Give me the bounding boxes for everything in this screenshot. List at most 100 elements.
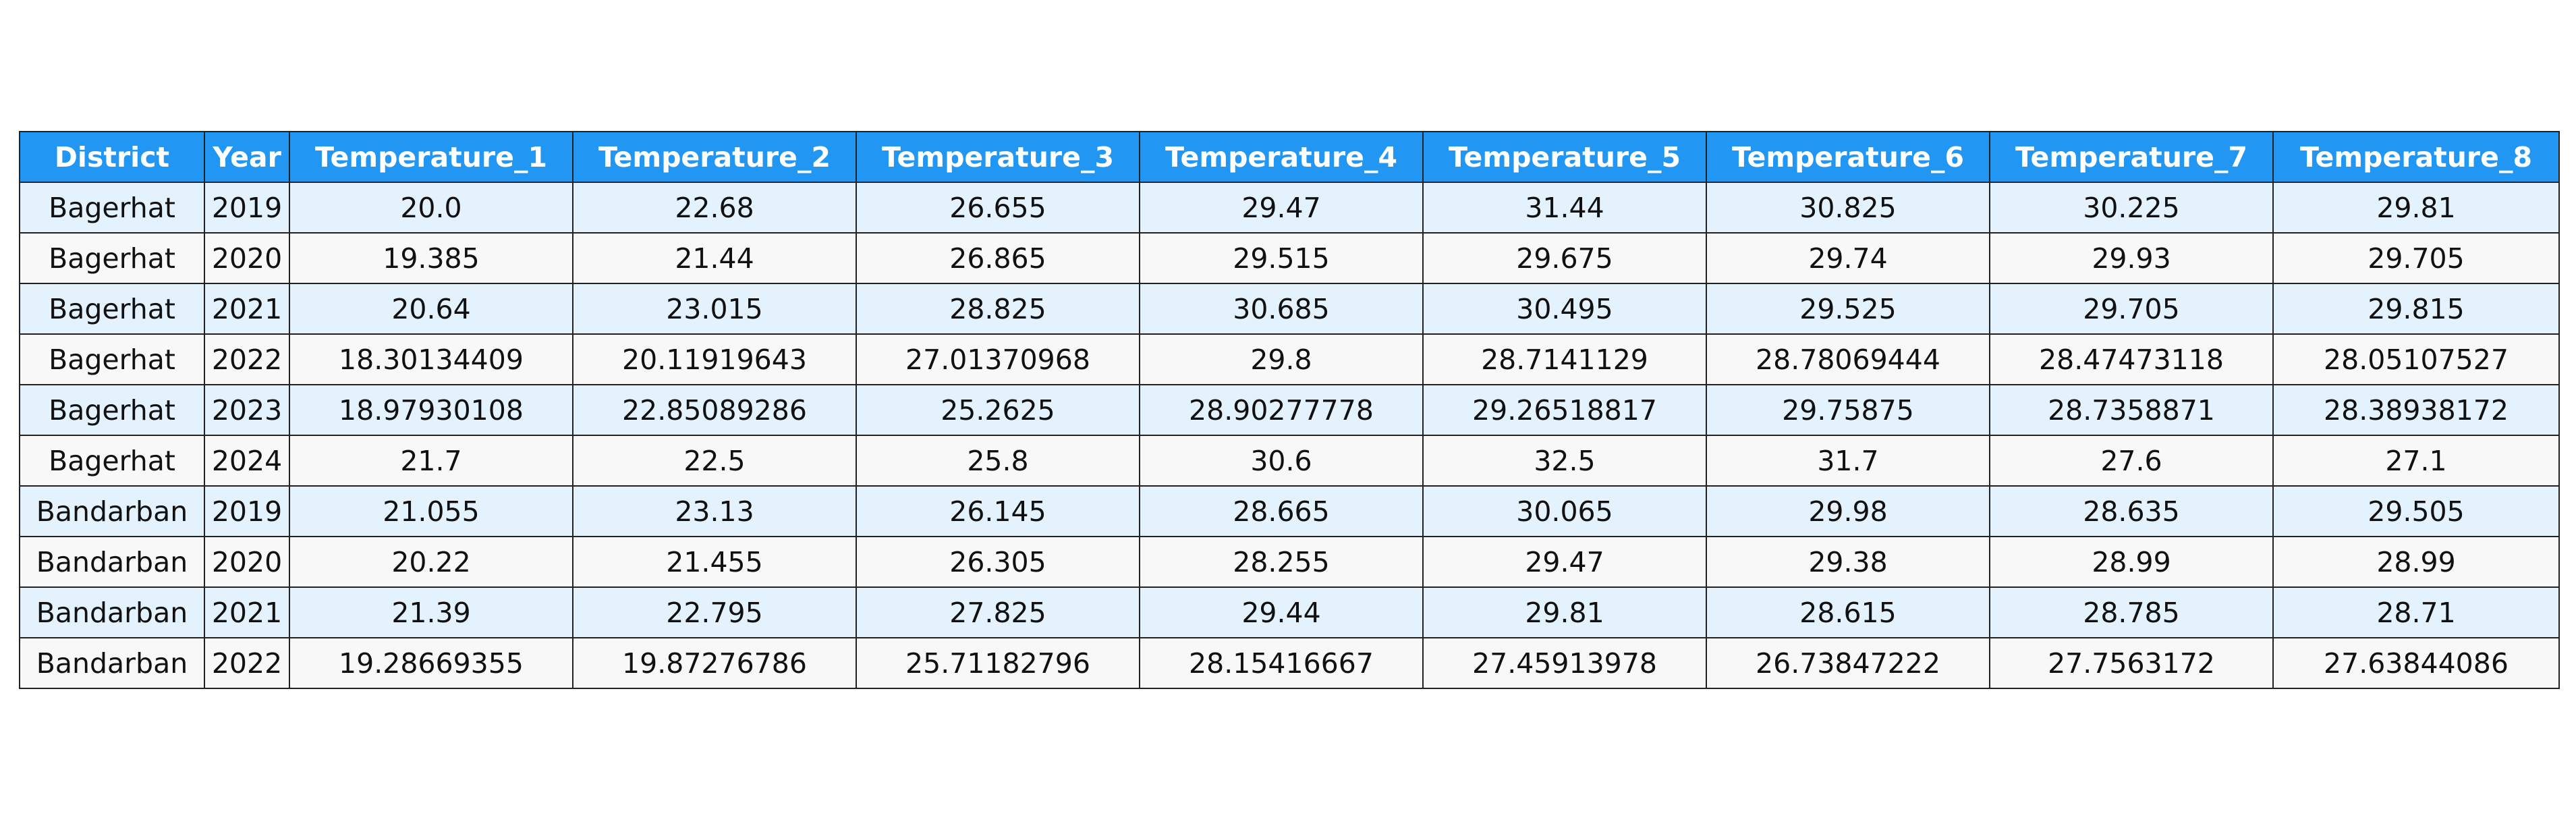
table-cell: 19.87276786 [572, 637, 857, 689]
table-cell: 28.47473118 [1989, 333, 2274, 385]
table-cell: 19.28669355 [289, 637, 573, 689]
table-row: Bandarban 2022 19.28669355 19.87276786 25.71… [19, 637, 2560, 689]
table-cell: Bandarban [19, 536, 205, 588]
table-cell: 22.68 [572, 182, 857, 234]
table-cell: 29.47 [1139, 182, 1424, 234]
table-cell: 21.055 [289, 485, 573, 537]
table-cell: 2024 [204, 435, 290, 487]
header-row: District Year Temperature_1 Temperature_2 Te… [19, 131, 2560, 183]
column-header: District [19, 131, 205, 183]
table-row: Bandarban 2020 20.22 21.455 26.305 28.255 29.4… [19, 536, 2560, 588]
table-cell: 26.145 [856, 485, 1140, 537]
table-cell: 30.225 [1989, 182, 2274, 234]
table-cell: 30.065 [1422, 485, 1707, 537]
table-cell: 2022 [204, 333, 290, 385]
table-cell: Bandarban [19, 485, 205, 537]
table-cell: 2019 [204, 182, 290, 234]
table-cell: 28.825 [856, 283, 1140, 335]
table-cell: 23.015 [572, 283, 857, 335]
table-cell: 20.22 [289, 536, 573, 588]
table-cell: 2020 [204, 536, 290, 588]
table-cell: Bagerhat [19, 384, 205, 436]
table-cell: 21.44 [572, 232, 857, 284]
table-cell: 29.47 [1422, 536, 1707, 588]
table-cell: 25.2625 [856, 384, 1140, 436]
table-cell: 29.93 [1989, 232, 2274, 284]
table-row: Bagerhat 2019 20.0 22.68 26.655 29.47 31.44 30.… [19, 182, 2560, 234]
table-cell: 2020 [204, 232, 290, 284]
table-cell: 29.98 [1706, 485, 1990, 537]
table-cell: 18.30134409 [289, 333, 573, 385]
table-cell: 27.45913978 [1422, 637, 1707, 689]
table-cell: 30.685 [1139, 283, 1424, 335]
table-row: Bagerhat 2024 21.7 22.5 25.8 30.6 32.5 31.7 27.6… [19, 435, 2560, 487]
table-cell: 2021 [204, 586, 290, 638]
table-cell: 20.11919643 [572, 333, 857, 385]
table-cell: 28.99 [2272, 536, 2560, 588]
table-cell: 29.505 [2272, 485, 2560, 537]
table-cell: 28.99 [1989, 536, 2274, 588]
table-cell: 28.615 [1706, 586, 1990, 638]
table-cell: 23.13 [572, 485, 857, 537]
table-cell: 22.85089286 [572, 384, 857, 436]
table-cell: 31.44 [1422, 182, 1707, 234]
table-cell: 27.63844086 [2272, 637, 2560, 689]
table-cell: Bagerhat [19, 232, 205, 284]
table-cell: 27.6 [1989, 435, 2274, 487]
table-cell: 28.05107527 [2272, 333, 2560, 385]
table-cell: 30.825 [1706, 182, 1990, 234]
table-cell: 28.665 [1139, 485, 1424, 537]
table-cell: 29.705 [2272, 232, 2560, 284]
table-cell: 20.0 [289, 182, 573, 234]
table-cell: 29.81 [2272, 182, 2560, 234]
table-cell: 28.785 [1989, 586, 2274, 638]
table-cell: 21.7 [289, 435, 573, 487]
table-cell: Bandarban [19, 637, 205, 689]
column-header: Temperature_6 [1706, 131, 1990, 183]
table-cell: 31.7 [1706, 435, 1990, 487]
table-cell: 29.75875 [1706, 384, 1990, 436]
column-header: Year [204, 131, 290, 183]
table-cell: Bagerhat [19, 283, 205, 335]
table-cell: 28.7358871 [1989, 384, 2274, 436]
table-cell: 28.635 [1989, 485, 2274, 537]
table-cell: 25.8 [856, 435, 1140, 487]
table-cell: 29.525 [1706, 283, 1990, 335]
table-cell: 28.255 [1139, 536, 1424, 588]
table-header: District Year Temperature_1 Temperature_2 Te… [19, 131, 2560, 183]
data-table-container: District Year Temperature_1 Temperature_2 Te… [19, 131, 2560, 689]
table-cell: 29.26518817 [1422, 384, 1707, 436]
table-cell: 29.705 [1989, 283, 2274, 335]
column-header: Temperature_2 [572, 131, 857, 183]
column-header: Temperature_1 [289, 131, 573, 183]
table-cell: 22.795 [572, 586, 857, 638]
table-cell: Bagerhat [19, 333, 205, 385]
table-cell: 27.825 [856, 586, 1140, 638]
table-cell: 27.7563172 [1989, 637, 2274, 689]
table-cell: 18.97930108 [289, 384, 573, 436]
table-cell: 28.7141129 [1422, 333, 1707, 385]
table-cell: Bandarban [19, 586, 205, 638]
column-header: Temperature_8 [2272, 131, 2560, 183]
column-header: Temperature_3 [856, 131, 1140, 183]
table-cell: 20.64 [289, 283, 573, 335]
table-row: Bandarban 2021 21.39 22.795 27.825 29.44 29.81… [19, 586, 2560, 638]
table-cell: 2022 [204, 637, 290, 689]
table-cell: 30.6 [1139, 435, 1424, 487]
table-cell: 29.515 [1139, 232, 1424, 284]
table-cell: 29.675 [1422, 232, 1707, 284]
table-cell: 25.71182796 [856, 637, 1140, 689]
table-cell: 30.495 [1422, 283, 1707, 335]
table-cell: 26.73847222 [1706, 637, 1990, 689]
table-cell: 19.385 [289, 232, 573, 284]
table-cell: 29.74 [1706, 232, 1990, 284]
table-cell: 21.455 [572, 536, 857, 588]
table-row: Bagerhat 2020 19.385 21.44 26.865 29.515 29.67… [19, 232, 2560, 284]
table-cell: 26.865 [856, 232, 1140, 284]
table-cell: 2023 [204, 384, 290, 436]
table-cell: 27.1 [2272, 435, 2560, 487]
column-header: Temperature_5 [1422, 131, 1707, 183]
table-cell: 2021 [204, 283, 290, 335]
table-cell: 29.81 [1422, 586, 1707, 638]
table-cell: 26.655 [856, 182, 1140, 234]
